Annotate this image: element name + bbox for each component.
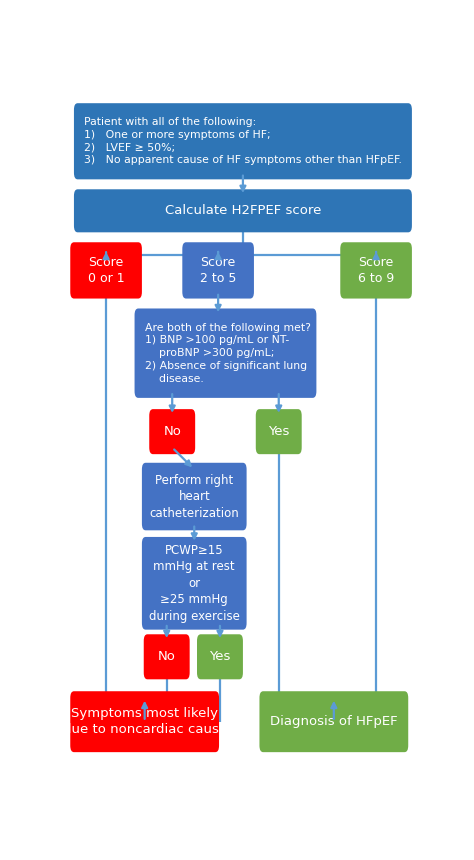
Text: Yes: Yes <box>268 425 290 438</box>
FancyBboxPatch shape <box>70 243 142 298</box>
FancyBboxPatch shape <box>74 189 412 232</box>
Text: Perform right
heart
catheterization: Perform right heart catheterization <box>149 474 239 519</box>
FancyBboxPatch shape <box>182 243 254 298</box>
FancyBboxPatch shape <box>70 691 219 752</box>
FancyBboxPatch shape <box>197 635 243 679</box>
Text: Yes: Yes <box>210 650 231 663</box>
Text: Score
0 or 1: Score 0 or 1 <box>88 255 124 286</box>
FancyBboxPatch shape <box>142 463 246 531</box>
FancyBboxPatch shape <box>135 309 316 398</box>
FancyBboxPatch shape <box>142 537 246 630</box>
Text: PCWP≥15
mmHg at rest
or
≥25 mmHg
during exercise: PCWP≥15 mmHg at rest or ≥25 mmHg during … <box>149 544 240 623</box>
FancyBboxPatch shape <box>259 691 408 752</box>
Text: Score
2 to 5: Score 2 to 5 <box>200 255 237 286</box>
Text: Diagnosis of HFpEF: Diagnosis of HFpEF <box>270 716 398 728</box>
FancyBboxPatch shape <box>74 103 412 180</box>
Text: Are both of the following met?
1) BNP >100 pg/mL or NT-
    proBNP >300 pg/mL;
2: Are both of the following met? 1) BNP >1… <box>145 322 311 384</box>
FancyBboxPatch shape <box>256 409 301 454</box>
Text: Score
6 to 9: Score 6 to 9 <box>358 255 394 286</box>
FancyBboxPatch shape <box>340 243 412 298</box>
Text: Calculate H2FPEF score: Calculate H2FPEF score <box>165 205 321 218</box>
Text: No: No <box>163 425 181 438</box>
Text: Patient with all of the following:
1)   One or more symptoms of HF;
2)   LVEF ≥ : Patient with all of the following: 1) On… <box>84 117 402 165</box>
FancyBboxPatch shape <box>144 635 190 679</box>
Text: Symptoms most likely
due to noncardiac cause: Symptoms most likely due to noncardiac c… <box>63 707 227 736</box>
Text: No: No <box>158 650 176 663</box>
FancyBboxPatch shape <box>149 409 195 454</box>
